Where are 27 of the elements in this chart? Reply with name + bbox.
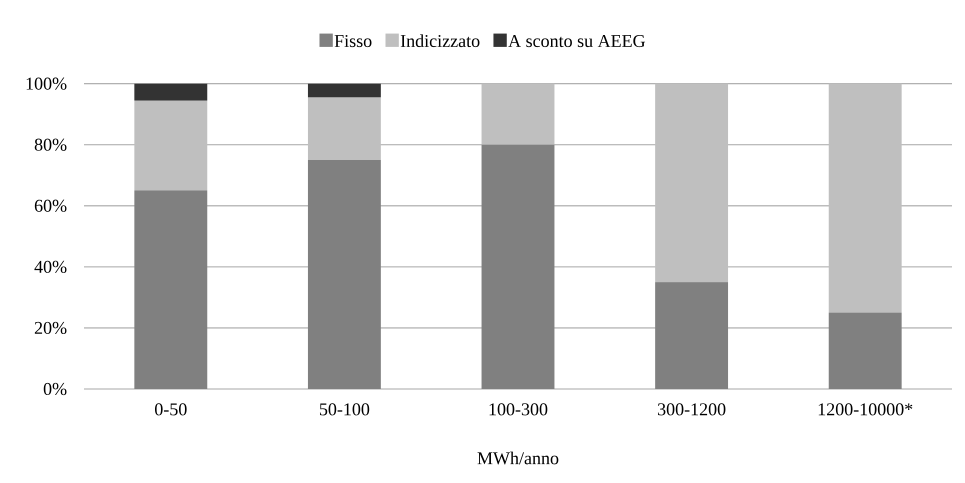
y-tick-label: 40% — [34, 260, 66, 273]
x-axis-title: MWh/anno — [478, 452, 558, 464]
y-tick-label: 0% — [44, 382, 66, 396]
x-tick-label: 100-300 — [490, 403, 548, 416]
bar — [655, 282, 728, 389]
bar — [482, 144, 554, 389]
legend-label: Fisso — [334, 34, 372, 48]
y-tick-label: 100% — [26, 78, 66, 90]
bar — [308, 97, 381, 160]
x-tick-label: 50-100 — [320, 403, 370, 416]
y-tick-label: 80% — [34, 138, 66, 151]
legend-label: A sconto su AEEG — [508, 34, 646, 48]
bar — [482, 84, 554, 145]
bar — [134, 100, 208, 191]
x-tick-label: 300-1200 — [658, 403, 726, 416]
bar — [134, 84, 208, 100]
y-tick-label: 60% — [34, 200, 66, 212]
bar — [308, 84, 381, 98]
x-tick-label: 1200-10000* — [818, 403, 912, 416]
bar — [828, 84, 902, 313]
bar — [308, 160, 381, 389]
y-tick-label: 20% — [34, 322, 66, 334]
bar — [134, 190, 208, 389]
bar — [655, 84, 728, 282]
x-tick-label: 0-50 — [154, 403, 187, 416]
legend-label: Indicizzato — [400, 34, 480, 48]
bar — [828, 312, 902, 389]
